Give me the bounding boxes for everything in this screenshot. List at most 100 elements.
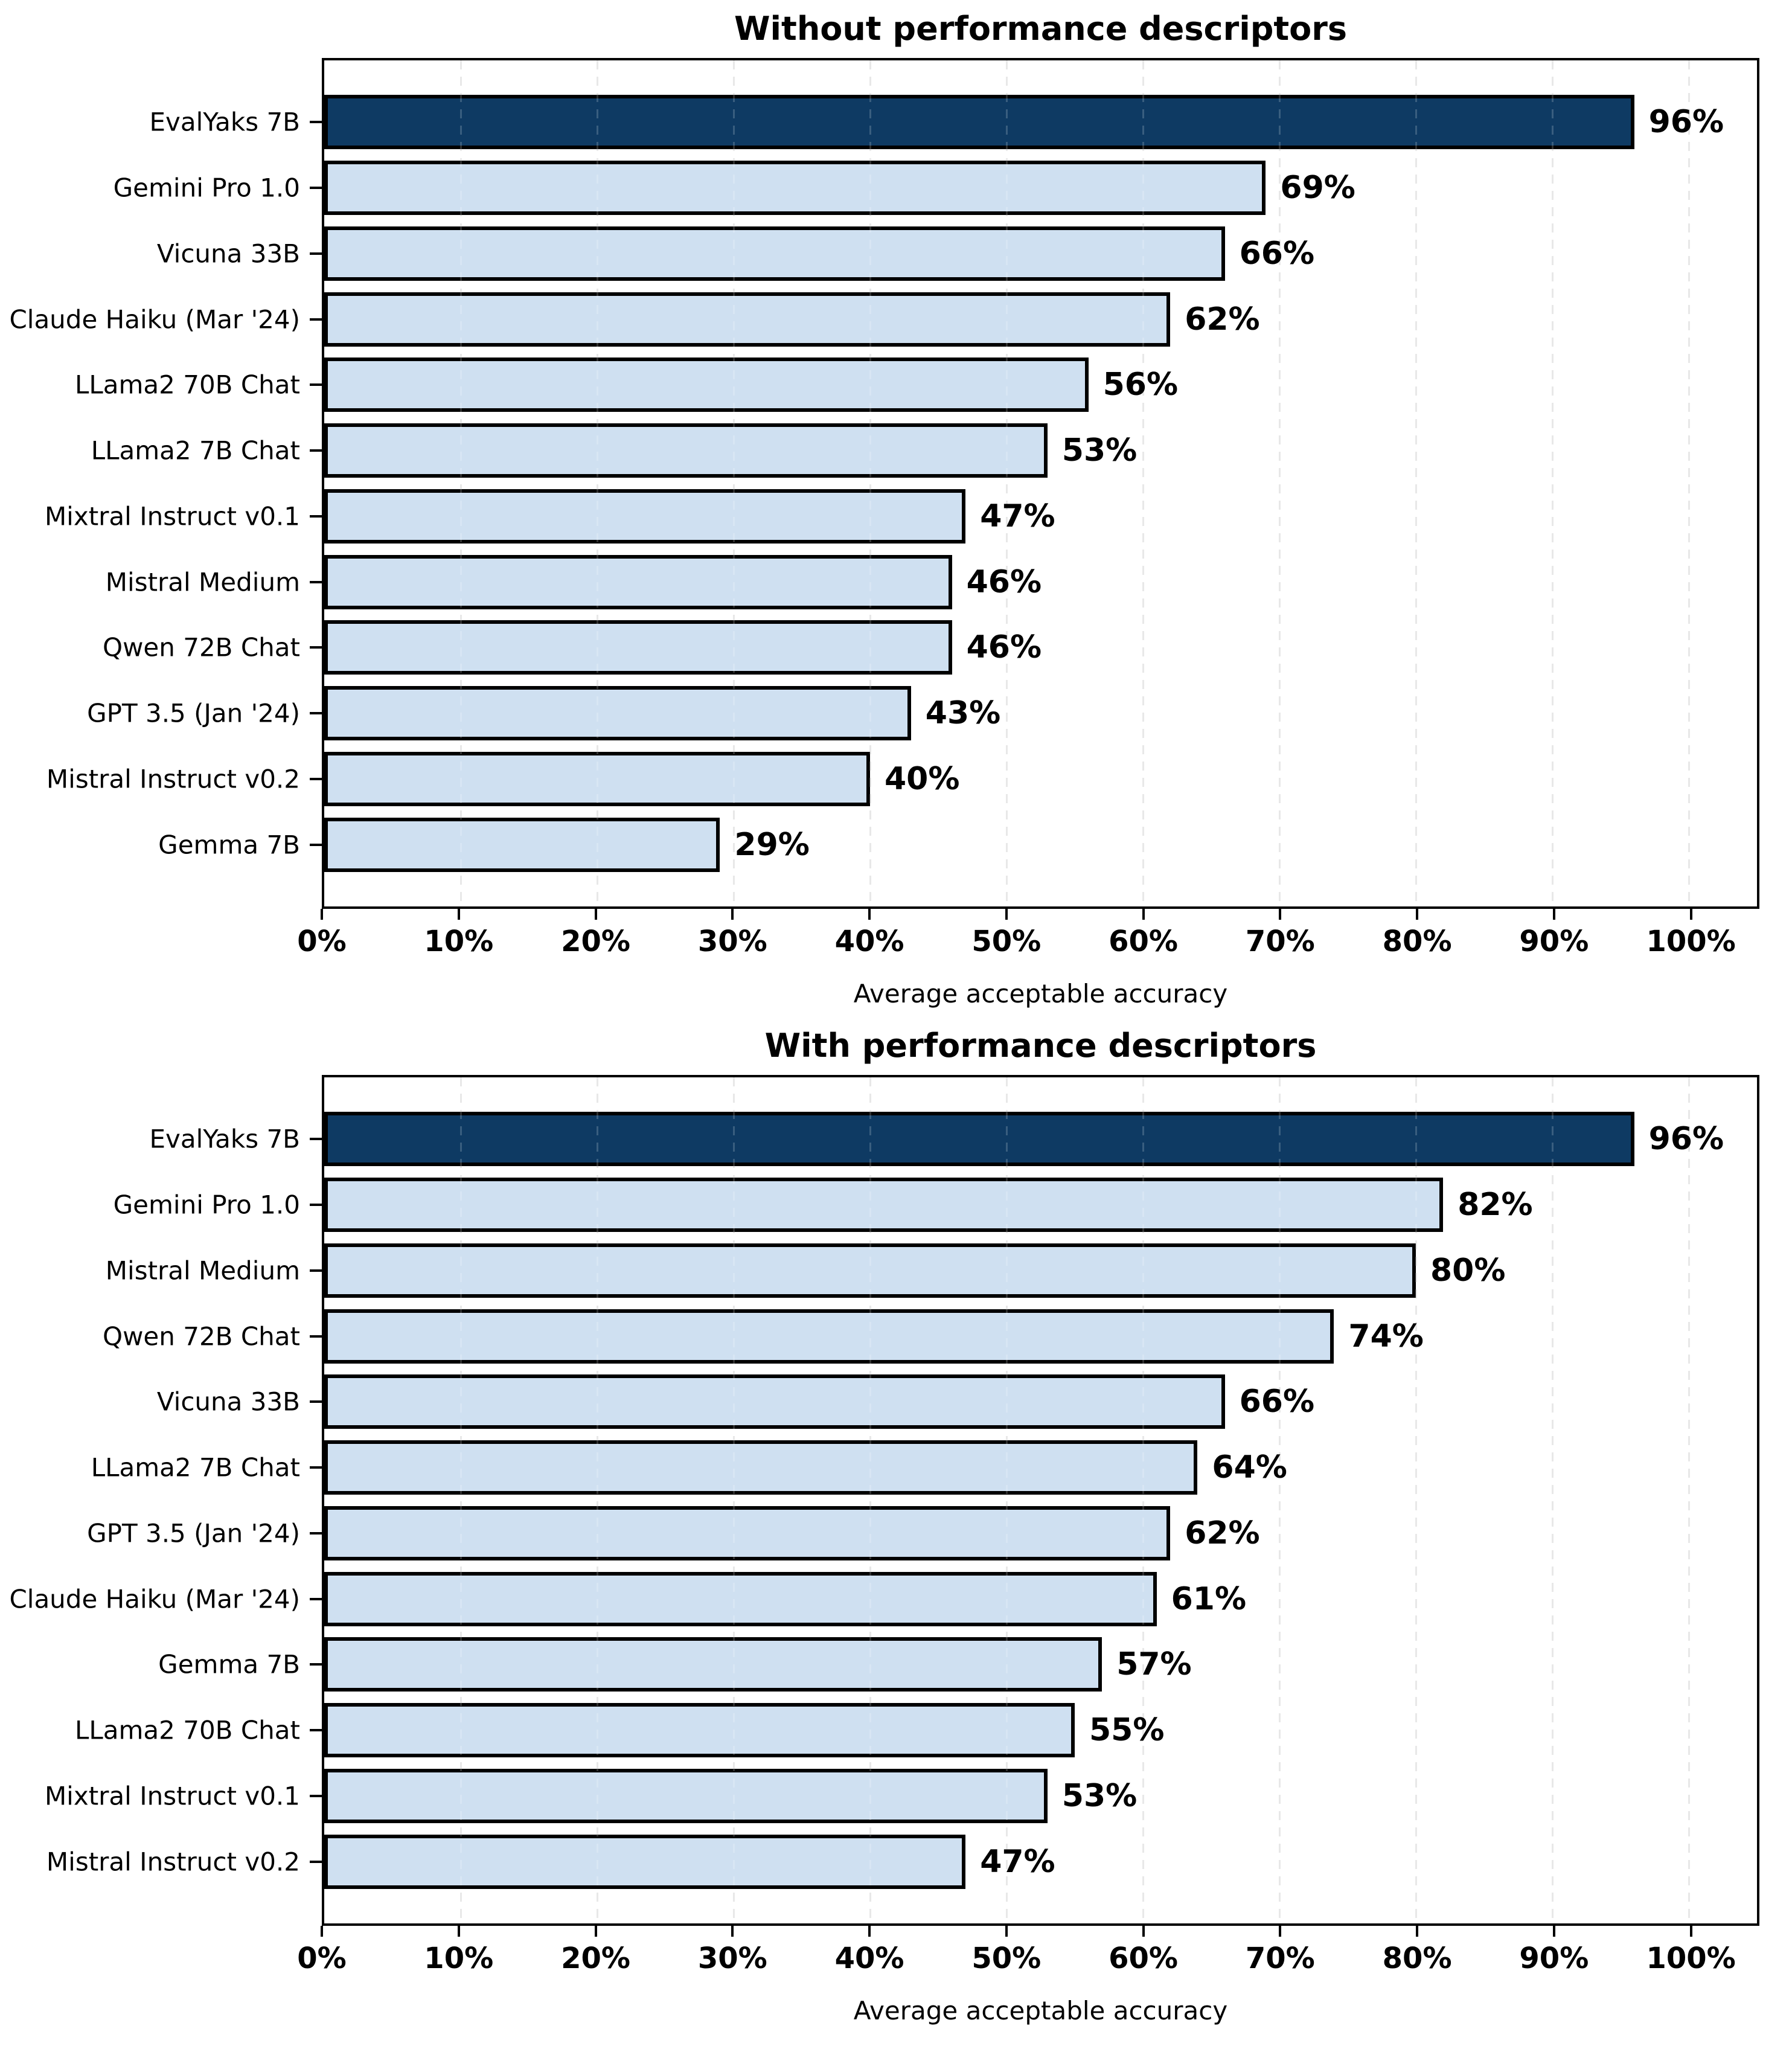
bar-value-label: 47%: [980, 1843, 1055, 1880]
gridline: [1415, 1077, 1417, 1923]
gridline-overlay: [1142, 1077, 1144, 1923]
bar-row: Gemma 7B 57%: [158, 1632, 1757, 1698]
bar: [324, 1178, 1444, 1233]
bar-row: Mixtral Instruct v0.1 53%: [45, 1763, 1757, 1829]
bar-value-label: 66%: [1239, 235, 1315, 272]
gridline-overlay: [1688, 1077, 1690, 1923]
x-tick-mark: [457, 1926, 460, 1937]
bar-value-label: 80%: [1430, 1252, 1506, 1289]
gridline: [1278, 60, 1281, 906]
x-tick-mark: [1279, 909, 1282, 920]
y-axis-tick: [310, 843, 322, 846]
x-tick-label: 90%: [1519, 925, 1589, 958]
bar-row: EvalYaks 7B 96%: [150, 89, 1757, 155]
bar: [324, 554, 952, 609]
chart1-title: Without performance descriptors: [734, 10, 1348, 48]
bar-value-label: 66%: [1239, 1384, 1315, 1420]
bar-value-label: 53%: [1061, 1777, 1138, 1814]
gridline-overlay: [1142, 60, 1144, 906]
bar: [324, 423, 1048, 478]
bar-value-label: 61%: [1171, 1580, 1247, 1617]
x-tick-label: 70%: [1245, 1942, 1315, 1975]
x-tick-label: 30%: [697, 1942, 767, 1975]
gridline: [732, 60, 735, 906]
bar: [324, 161, 1266, 216]
x-tick-mark: [731, 909, 734, 920]
gridline-overlay: [869, 1077, 871, 1923]
gridline: [1142, 1077, 1144, 1923]
x-tick-label: 10%: [424, 925, 494, 958]
chart2-x-axis-ticks: 0% 10% 20% 30% 40% 50% 60% 70% 80% 90% 100%: [297, 1926, 1759, 1998]
gridline: [1142, 60, 1144, 906]
bar: [324, 686, 911, 741]
y-axis-label: Mistral Medium: [105, 567, 300, 597]
y-axis-tick: [310, 318, 322, 321]
gridline: [460, 60, 462, 906]
gridline-overlay: [732, 60, 735, 906]
bar-value-label: 29%: [734, 826, 810, 863]
x-tick-label: 0%: [297, 1942, 347, 1975]
y-axis-label: GPT 3.5 (Jan '24): [87, 1518, 300, 1548]
bar-row: Mistral Medium 46%: [106, 549, 1757, 615]
gridline-overlay: [597, 1077, 598, 1923]
bar: [324, 1571, 1157, 1626]
x-tick-label: 20%: [561, 925, 630, 958]
bar-row: Gemma 7B 29%: [158, 812, 1757, 877]
gridline-overlay: [732, 1077, 735, 1923]
gridline: [1278, 1077, 1281, 1923]
bar: [324, 292, 1171, 347]
x-tick-mark: [1416, 909, 1419, 920]
bar: [324, 1243, 1416, 1298]
y-axis-label: GPT 3.5 (Jan '24): [87, 698, 300, 728]
bar-value-label: 82%: [1458, 1187, 1533, 1223]
bar: [324, 1834, 966, 1889]
bar-row: LLama2 7B Chat 53%: [91, 418, 1757, 484]
y-axis-tick: [310, 580, 322, 583]
bar-value-label: 40%: [885, 760, 960, 797]
chart2-x-axis-label: Average acceptable accuracy: [853, 1996, 1228, 2025]
gridline-overlay: [597, 60, 598, 906]
bar: [324, 358, 1089, 412]
bar-row: LLama2 7B Chat 64%: [91, 1435, 1757, 1501]
y-axis-tick: [310, 712, 322, 715]
gridline: [732, 1077, 735, 1923]
gridline-overlay: [1415, 60, 1417, 906]
y-axis-label: Mixtral Instruct v0.1: [44, 501, 300, 531]
x-tick-label: 30%: [697, 925, 767, 958]
y-axis-tick: [310, 187, 322, 190]
x-tick-label: 80%: [1382, 925, 1452, 958]
bar-value-label: 56%: [1102, 367, 1179, 403]
y-axis-tick: [310, 449, 322, 452]
x-tick-label: 80%: [1382, 1942, 1452, 1975]
gridline: [1688, 60, 1690, 906]
bar-row: Gemini Pro 1.0 69%: [114, 155, 1757, 221]
bar: [324, 1506, 1171, 1560]
bar-value-label: 57%: [1116, 1646, 1192, 1683]
bar-value-label: 47%: [980, 498, 1055, 534]
gridline-overlay: [1415, 1077, 1417, 1923]
bar-row: Claude Haiku (Mar '24) 61%: [9, 1566, 1757, 1632]
y-axis-label: Vicuna 33B: [156, 239, 300, 269]
y-axis-tick: [310, 1597, 322, 1600]
bar-row: Mistral Instruct v0.2 47%: [46, 1829, 1757, 1894]
y-axis-label: EvalYaks 7B: [149, 107, 301, 137]
x-tick-mark: [1689, 909, 1692, 920]
x-tick-mark: [1142, 909, 1145, 920]
y-axis-label: Mistral Instruct v0.2: [46, 1847, 300, 1877]
x-tick-mark: [594, 909, 597, 920]
y-axis-tick: [310, 1138, 322, 1141]
bar: [324, 1112, 1634, 1167]
bar-row: Mistral Medium 80%: [106, 1238, 1757, 1304]
bar: [324, 751, 870, 806]
bar: [324, 1440, 1198, 1495]
gridline-overlay: [460, 60, 462, 906]
y-axis-label: Vicuna 33B: [156, 1387, 300, 1417]
y-axis-label: Claude Haiku (Mar '24): [9, 304, 300, 335]
gridline: [1006, 1077, 1008, 1923]
y-axis-label: EvalYaks 7B: [149, 1124, 301, 1154]
gridline: [1688, 1077, 1690, 1923]
y-axis-label: Mixtral Instruct v0.1: [44, 1781, 300, 1811]
bar-row: Qwen 72B Chat 74%: [103, 1303, 1757, 1369]
gridline: [597, 60, 598, 906]
